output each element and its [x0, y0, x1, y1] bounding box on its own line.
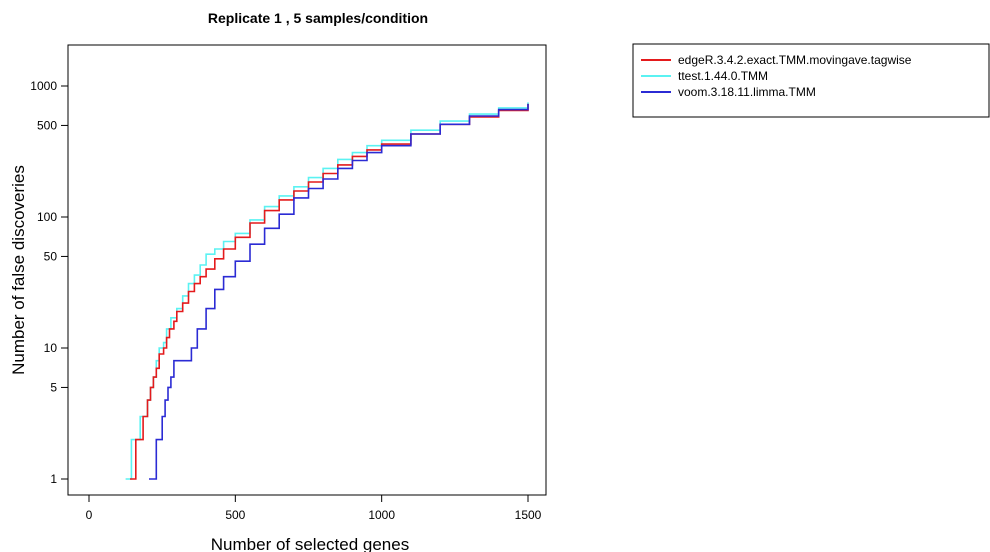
x-axis-title: Number of selected genes [211, 535, 409, 552]
x-tick-label: 500 [225, 508, 245, 522]
y-tick-label: 100 [37, 210, 57, 224]
x-axis: 0 500 1000 1500 [86, 494, 542, 522]
y-tick-label: 1 [50, 472, 57, 486]
series-line-0 [130, 103, 529, 480]
y-tick-label: 500 [37, 118, 57, 132]
series-line-2 [149, 103, 529, 480]
y-axis: 1 5 10 50 100 500 1000 [30, 79, 69, 486]
series-line-1 [125, 102, 529, 480]
legend: edgeR.3.4.2.exact.TMM.movingave.tagwise t… [632, 43, 990, 118]
x-tick-label: 0 [86, 508, 93, 522]
legend-label: edgeR.3.4.2.exact.TMM.movingave.tagwise [678, 53, 912, 67]
legend-label: ttest.1.44.0.TMM [678, 69, 768, 83]
legend-box [632, 43, 990, 118]
x-tick-label: 1500 [515, 508, 542, 522]
series-layer [125, 102, 529, 480]
chart-title: Replicate 1 , 5 samples/condition [208, 10, 428, 26]
y-tick-label: 5 [50, 380, 57, 394]
y-axis-title: Number of false discoveries [9, 165, 28, 375]
y-tick-label: 1000 [30, 79, 57, 93]
y-tick-label: 50 [44, 249, 58, 263]
x-tick-label: 1000 [368, 508, 395, 522]
y-tick-label: 10 [44, 341, 58, 355]
legend-label: voom.3.18.11.limma.TMM [678, 85, 816, 99]
